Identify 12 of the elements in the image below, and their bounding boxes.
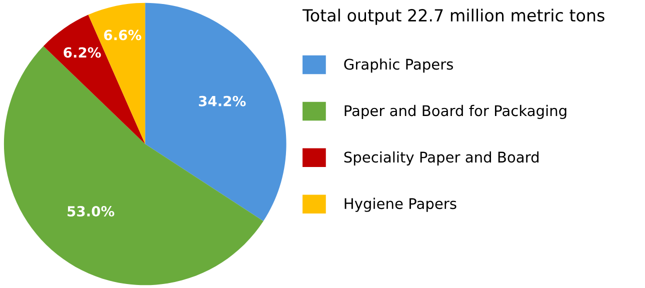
- legend-title: Total output 22.7 million metric tons: [302, 8, 604, 25]
- pie-slice: [145, 2, 286, 222]
- legend-label: Graphic Papers: [344, 58, 453, 73]
- data-label: 34.2%: [198, 96, 246, 106]
- data-label: 6.2%: [64, 47, 101, 58]
- legend-label: Hygiene Papers: [344, 198, 456, 212]
- legend-label: Speciality Paper and Board: [344, 151, 538, 166]
- data-label: 53.0%: [68, 206, 114, 217]
- pie-slice: [43, 14, 146, 144]
- data-label: 6.6%: [104, 30, 142, 40]
- pie-slice: [4, 46, 264, 286]
- legend-label: Paper and Board for Packaging: [344, 104, 566, 120]
